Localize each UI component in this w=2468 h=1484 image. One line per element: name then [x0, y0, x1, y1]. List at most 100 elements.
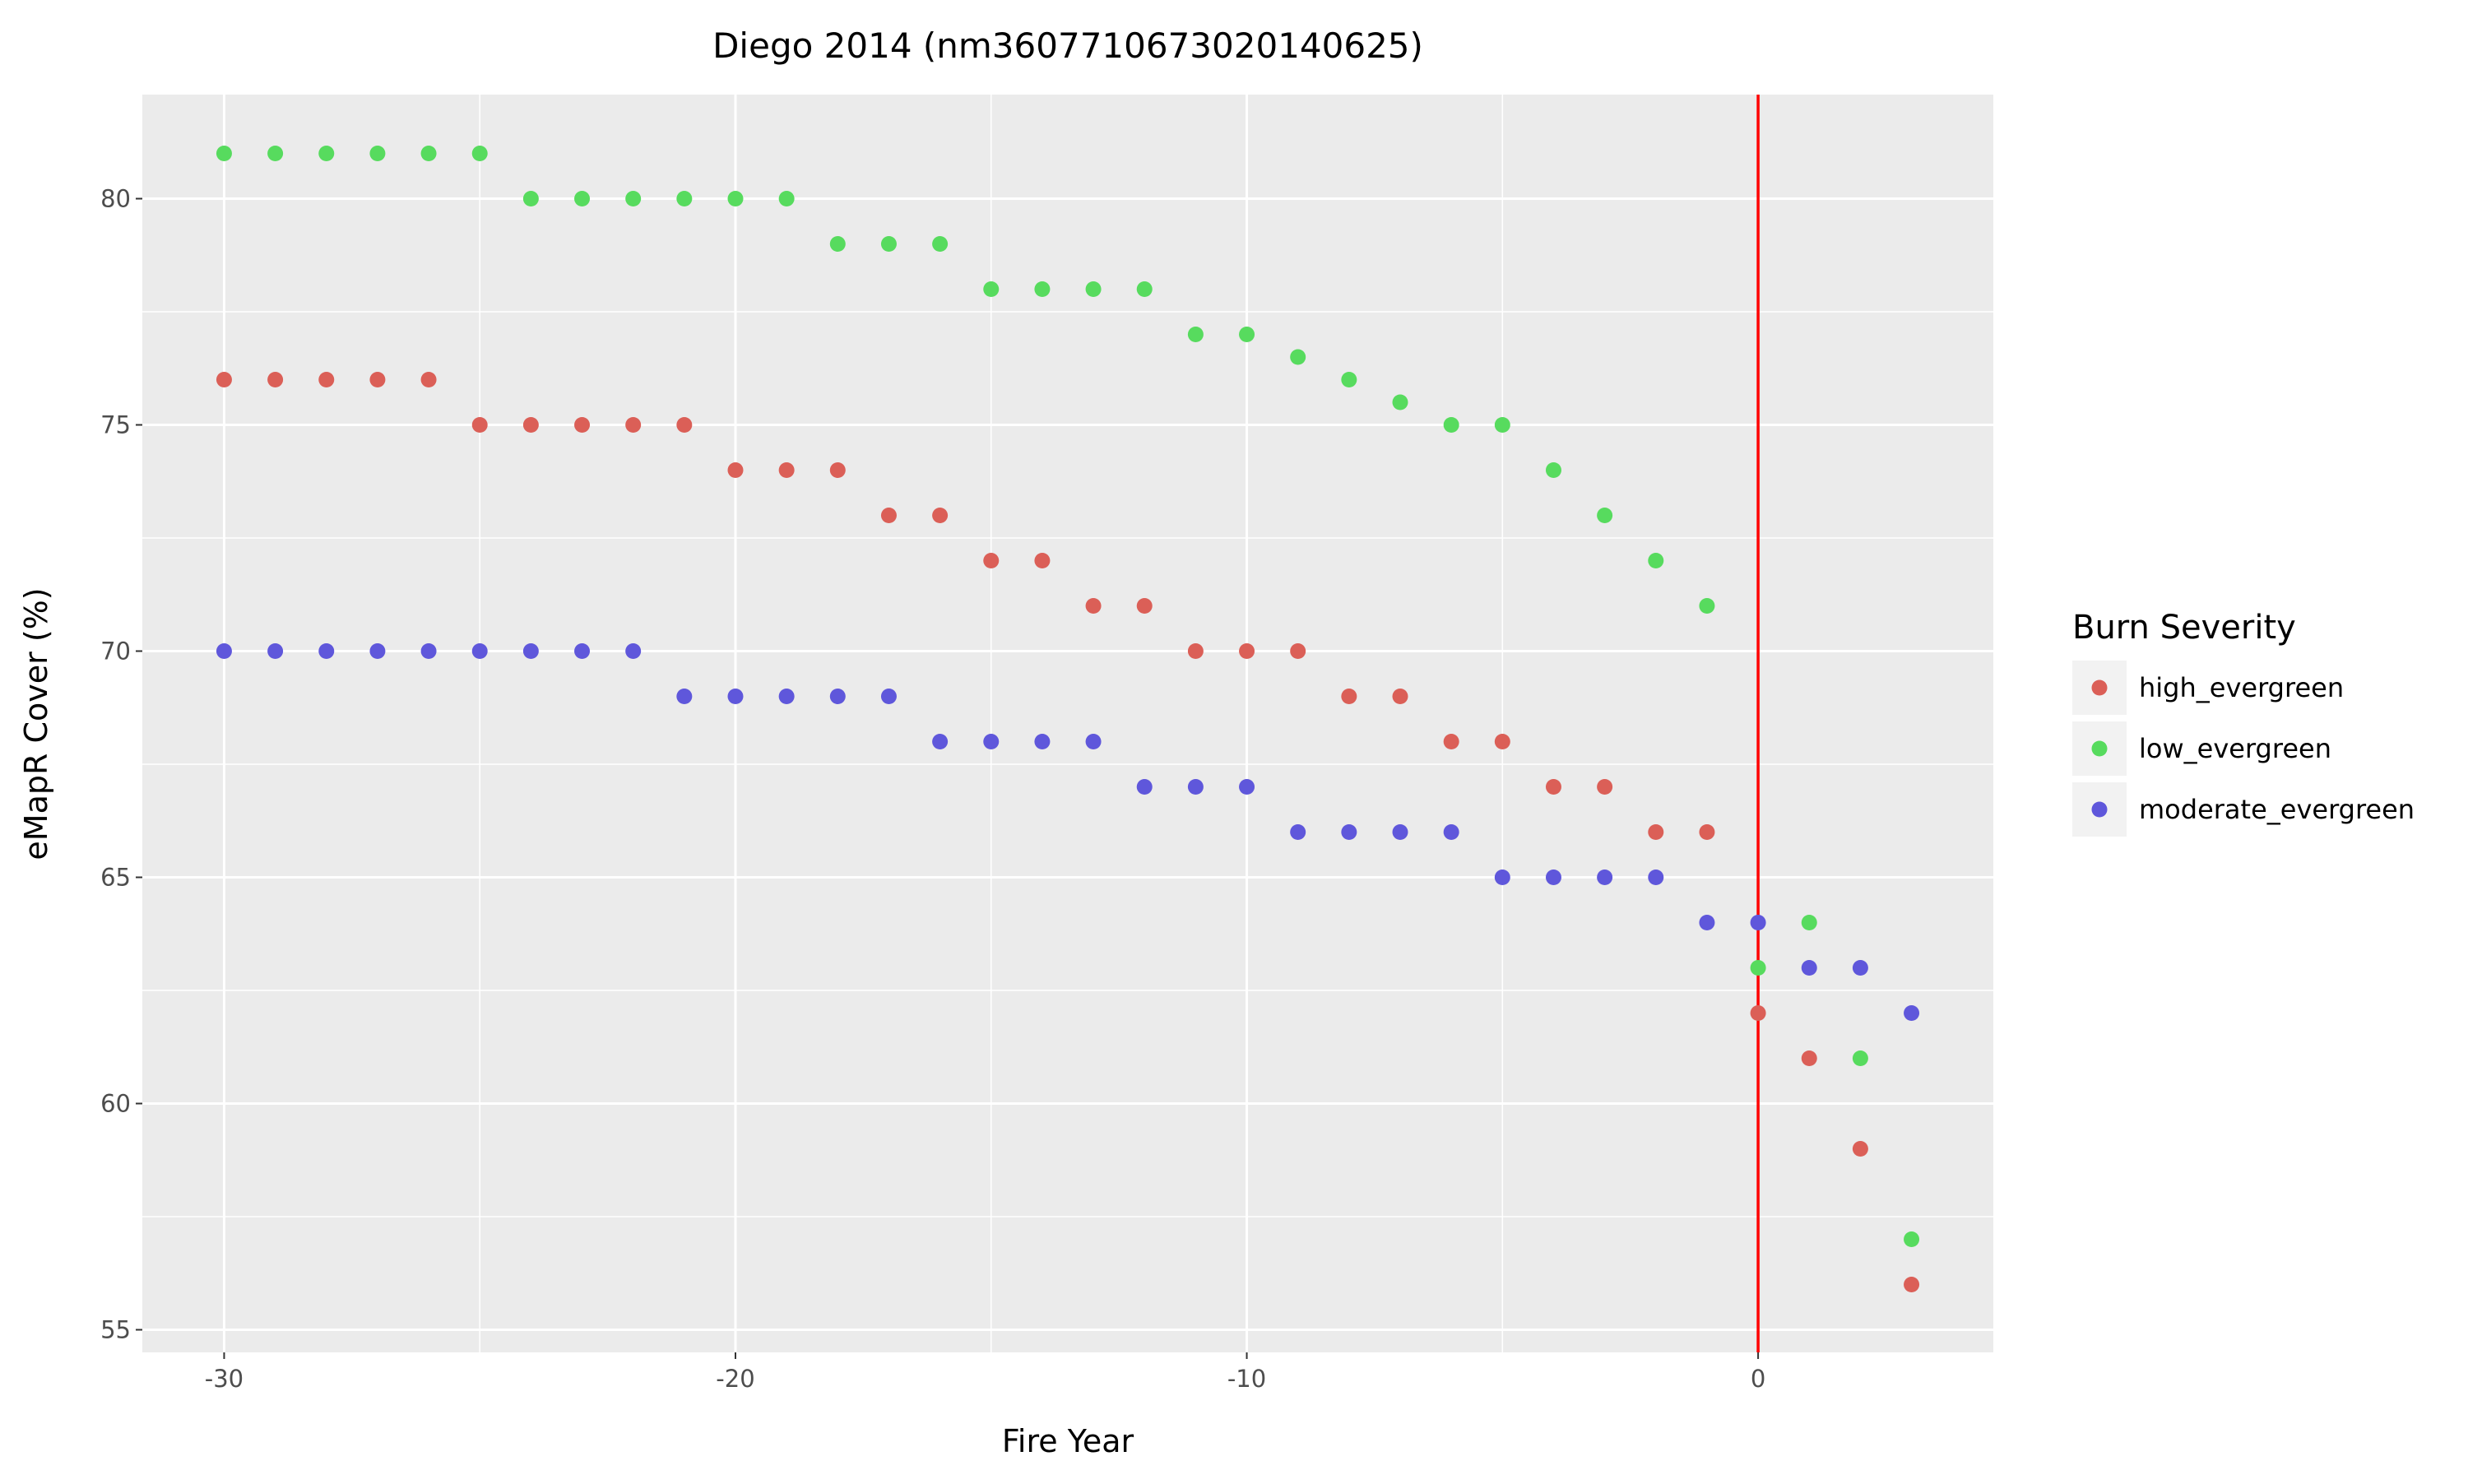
point-low_evergreen	[727, 191, 744, 206]
point-moderate_evergreen	[1085, 734, 1102, 749]
point-moderate_evergreen	[1545, 870, 1561, 885]
point-low_evergreen	[1801, 915, 1817, 930]
axis-ticks: -30 -20 -10 0 55 60 65 70 75 80	[100, 185, 1765, 1394]
point-low_evergreen	[676, 191, 693, 206]
point-low_evergreen	[1852, 1050, 1868, 1066]
point-high_evergreen	[983, 553, 1000, 568]
point-high_evergreen	[471, 417, 488, 433]
point-high_evergreen	[1290, 643, 1306, 659]
point-low_evergreen	[1187, 327, 1204, 342]
point-high_evergreen	[1904, 1277, 1920, 1292]
point-high_evergreen	[1136, 598, 1153, 614]
point-high_evergreen	[1187, 643, 1204, 659]
point-moderate_evergreen	[1290, 824, 1306, 840]
point-low_evergreen	[1034, 281, 1051, 297]
point-high_evergreen	[1034, 553, 1051, 568]
point-low_evergreen	[829, 236, 846, 252]
point-moderate_evergreen	[1852, 960, 1868, 976]
point-high_evergreen	[625, 417, 642, 433]
point-moderate_evergreen	[1648, 870, 1664, 885]
point-high_evergreen	[1699, 824, 1715, 840]
point-moderate_evergreen	[1341, 824, 1357, 840]
point-high_evergreen	[574, 417, 591, 433]
legend-label-low_evergreen: low_evergreen	[2139, 733, 2331, 764]
point-low_evergreen	[267, 146, 284, 161]
point-high_evergreen	[676, 417, 693, 433]
y-tick-label: 80	[100, 185, 131, 213]
y-tick-label: 65	[100, 864, 131, 892]
y-axis-label: eMapR Cover (%)	[18, 587, 54, 860]
point-low_evergreen	[1699, 598, 1715, 614]
point-high_evergreen	[1392, 689, 1408, 704]
gridlines	[142, 85, 2015, 1352]
point-moderate_evergreen	[932, 734, 949, 749]
point-high_evergreen	[1545, 779, 1561, 795]
point-moderate_evergreen	[1392, 824, 1408, 840]
point-low_evergreen	[1239, 327, 1255, 342]
point-low_evergreen	[1443, 417, 1459, 433]
y-tick-label: 60	[100, 1090, 131, 1118]
point-moderate_evergreen	[1034, 734, 1051, 749]
point-high_evergreen	[829, 462, 846, 478]
x-tick-label: -30	[205, 1365, 244, 1393]
point-high_evergreen	[932, 508, 949, 523]
point-high_evergreen	[880, 508, 897, 523]
point-high_evergreen	[267, 372, 284, 387]
legend-marker-moderate_evergreen	[2091, 801, 2108, 818]
x-tick-label: -20	[716, 1365, 754, 1393]
point-low_evergreen	[1494, 417, 1510, 433]
point-high_evergreen	[318, 372, 335, 387]
point-low_evergreen	[1085, 281, 1102, 297]
point-high_evergreen	[369, 372, 386, 387]
point-high_evergreen	[1443, 734, 1459, 749]
point-moderate_evergreen	[1187, 779, 1204, 795]
point-low_evergreen	[369, 146, 386, 161]
point-high_evergreen	[522, 417, 539, 433]
point-moderate_evergreen	[829, 689, 846, 704]
point-high_evergreen	[1648, 824, 1664, 840]
point-low_evergreen	[1750, 960, 1766, 976]
point-low_evergreen	[1648, 553, 1664, 568]
point-low_evergreen	[1545, 462, 1561, 478]
point-low_evergreen	[1341, 372, 1357, 387]
legend-marker-high_evergreen	[2091, 679, 2108, 696]
plot-panel	[142, 95, 1993, 1352]
point-moderate_evergreen	[676, 689, 693, 704]
point-low_evergreen	[522, 191, 539, 206]
point-low_evergreen	[216, 146, 232, 161]
point-low_evergreen	[1392, 394, 1408, 410]
x-tick-label: -10	[1227, 1365, 1266, 1393]
point-high_evergreen	[420, 372, 437, 387]
point-moderate_evergreen	[216, 643, 232, 659]
point-low_evergreen	[1904, 1231, 1920, 1247]
point-low_evergreen	[318, 146, 335, 161]
point-moderate_evergreen	[1699, 915, 1715, 930]
point-moderate_evergreen	[420, 643, 437, 659]
point-low_evergreen	[880, 236, 897, 252]
point-low_evergreen	[1136, 281, 1153, 297]
point-moderate_evergreen	[1597, 870, 1613, 885]
point-low_evergreen	[778, 191, 795, 206]
point-moderate_evergreen	[1239, 779, 1255, 795]
point-low_evergreen	[471, 146, 488, 161]
chart-title: Diego 2014 (nm3607710673020140625)	[712, 26, 1423, 66]
point-high_evergreen	[1597, 779, 1613, 795]
point-moderate_evergreen	[471, 643, 488, 659]
x-axis-label: Fire Year	[1002, 1423, 1134, 1459]
point-high_evergreen	[1494, 734, 1510, 749]
y-tick-label: 75	[100, 411, 131, 439]
point-low_evergreen	[983, 281, 1000, 297]
point-high_evergreen	[1239, 643, 1255, 659]
legend-title: Burn Severity	[2072, 609, 2296, 647]
point-low_evergreen	[625, 191, 642, 206]
point-moderate_evergreen	[778, 689, 795, 704]
point-moderate_evergreen	[267, 643, 284, 659]
point-moderate_evergreen	[369, 643, 386, 659]
y-tick-label: 55	[100, 1316, 131, 1344]
series-high_evergreen	[216, 372, 1920, 1292]
point-low_evergreen	[1290, 349, 1306, 365]
point-moderate_evergreen	[1801, 960, 1817, 976]
series-moderate_evergreen	[216, 643, 1920, 1021]
point-moderate_evergreen	[1443, 824, 1459, 840]
